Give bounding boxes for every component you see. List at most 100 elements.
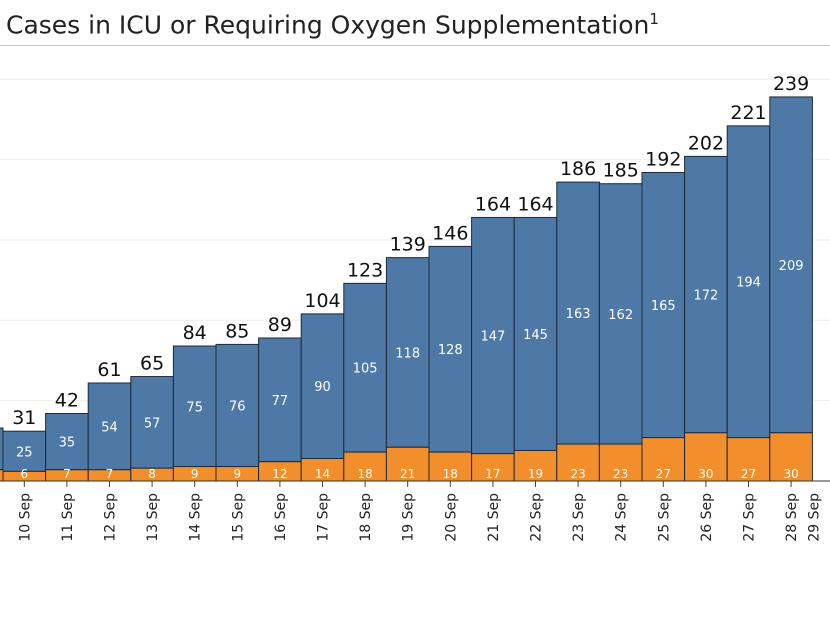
total-label: 164 bbox=[475, 193, 511, 215]
x-tick-label: 16 Sep bbox=[273, 493, 289, 542]
data-label-orange: 7 bbox=[63, 467, 71, 481]
total-label: 221 bbox=[730, 102, 766, 124]
data-label-blue: 75 bbox=[186, 400, 203, 415]
x-tick-label: 21 Sep bbox=[486, 493, 502, 542]
x-tick-label: 15 Sep bbox=[230, 493, 246, 542]
data-label-orange: 9 bbox=[233, 467, 241, 481]
total-label: 139 bbox=[390, 234, 426, 256]
bar-segment-blue bbox=[172, 345, 217, 468]
x-tick-label: 19 Sep bbox=[401, 493, 417, 542]
data-label-orange: 18 bbox=[357, 467, 372, 481]
data-label-blue: 194 bbox=[736, 276, 761, 291]
data-label-orange: 7 bbox=[106, 467, 114, 481]
title-divider bbox=[0, 45, 830, 46]
total-label: 61 bbox=[97, 359, 121, 381]
data-label-blue: 90 bbox=[314, 380, 331, 395]
data-label-orange: 27 bbox=[741, 467, 756, 481]
total-label: 89 bbox=[268, 314, 292, 336]
data-label-orange: 6 bbox=[20, 467, 28, 481]
data-label-blue: 25 bbox=[16, 445, 33, 460]
x-tick-label: 26 Sep bbox=[699, 493, 715, 542]
data-label-blue: 145 bbox=[523, 328, 548, 343]
x-tick-label: 25 Sep bbox=[656, 493, 672, 542]
x-tick-label: 13 Sep bbox=[145, 493, 161, 542]
data-label-orange: 8 bbox=[148, 467, 156, 481]
total-label: 31 bbox=[12, 407, 36, 429]
bar-segment-blue bbox=[130, 376, 174, 469]
bar-segment-orange bbox=[343, 451, 387, 482]
bar-segment-blue bbox=[385, 257, 430, 448]
total-label: 84 bbox=[183, 322, 207, 344]
x-tick-label: 29 Sep bbox=[807, 493, 823, 542]
total-label: 192 bbox=[645, 148, 681, 170]
data-label-orange: 21 bbox=[400, 467, 415, 481]
data-label-blue: 147 bbox=[480, 330, 505, 345]
bar-segment-blue bbox=[300, 313, 345, 460]
total-label: 202 bbox=[688, 132, 724, 154]
chart-title-text: Cases in ICU or Requiring Oxygen Supplem… bbox=[6, 10, 650, 40]
bar-segment-blue bbox=[684, 155, 728, 434]
chart-title: Cases in ICU or Requiring Oxygen Supplem… bbox=[6, 10, 659, 39]
data-label-orange: 23 bbox=[570, 467, 585, 481]
data-label-orange: 27 bbox=[656, 467, 671, 481]
data-label-blue: 172 bbox=[693, 289, 718, 304]
bar-segment-blue bbox=[769, 96, 813, 434]
x-tick-label: 17 Sep bbox=[316, 493, 332, 542]
bar-segment-orange bbox=[556, 443, 600, 482]
data-label-blue: 162 bbox=[608, 308, 633, 323]
data-label-blue: 105 bbox=[353, 362, 378, 377]
bar-segment-orange bbox=[385, 446, 430, 482]
x-tick-label: 20 Sep bbox=[443, 493, 459, 542]
data-label-orange: 12 bbox=[272, 467, 287, 481]
data-label-blue: 209 bbox=[779, 259, 804, 274]
total-label: 123 bbox=[347, 259, 383, 281]
data-label-orange: 17 bbox=[485, 467, 500, 481]
bar-segment-blue bbox=[471, 216, 515, 455]
bar-segment-blue bbox=[513, 216, 558, 451]
x-tick-label: 14 Sep bbox=[188, 493, 204, 542]
total-label: 186 bbox=[560, 158, 596, 180]
data-label-orange: 18 bbox=[443, 467, 458, 481]
total-label: 104 bbox=[304, 290, 340, 312]
bar-segment-blue bbox=[556, 181, 600, 445]
bar-segment-blue bbox=[641, 171, 686, 439]
data-label-blue: 76 bbox=[229, 399, 246, 414]
data-label-blue: 128 bbox=[438, 343, 463, 358]
total-label: 65 bbox=[140, 353, 164, 375]
total-label: 42 bbox=[55, 390, 79, 412]
data-label-blue: 77 bbox=[272, 394, 289, 409]
total-label: 85 bbox=[225, 320, 249, 342]
total-label: 185 bbox=[603, 160, 639, 182]
bar-segment-blue bbox=[215, 343, 260, 468]
data-label-blue: 163 bbox=[566, 307, 591, 322]
x-tick-label: 22 Sep bbox=[529, 493, 545, 542]
data-label-blue: 35 bbox=[59, 436, 76, 451]
x-tick-label: 27 Sep bbox=[742, 493, 758, 542]
x-tick-label: 18 Sep bbox=[358, 493, 374, 542]
data-label-orange: 9 bbox=[191, 467, 199, 481]
total-label: 164 bbox=[517, 193, 553, 215]
total-label: 239 bbox=[773, 73, 809, 95]
data-label-orange: 30 bbox=[783, 467, 798, 481]
bar-segment-blue bbox=[87, 382, 132, 471]
bar-segment-blue bbox=[45, 413, 89, 471]
title-footnote: 1 bbox=[649, 10, 659, 28]
data-label-blue: 165 bbox=[651, 299, 676, 314]
data-label-orange: 14 bbox=[315, 467, 330, 481]
data-label-orange: 19 bbox=[528, 467, 543, 481]
x-tick-label: 24 Sep bbox=[614, 493, 630, 542]
x-tick-label: 23 Sep bbox=[571, 493, 587, 542]
data-label-blue: 57 bbox=[144, 416, 161, 431]
x-tick-label: 12 Sep bbox=[103, 493, 119, 542]
data-label-blue: 118 bbox=[395, 346, 420, 361]
x-tick-label: 10 Sep bbox=[17, 493, 33, 542]
x-tick-label: 11 Sep bbox=[60, 493, 76, 542]
bar-segment-orange bbox=[641, 437, 686, 482]
data-label-orange: 23 bbox=[613, 467, 628, 481]
bar-segment-blue bbox=[598, 183, 643, 445]
x-tick-label: 28 Sep bbox=[784, 493, 800, 542]
total-label: 146 bbox=[432, 222, 468, 244]
data-label-blue: 54 bbox=[101, 420, 118, 435]
data-label-orange: 30 bbox=[698, 467, 713, 481]
